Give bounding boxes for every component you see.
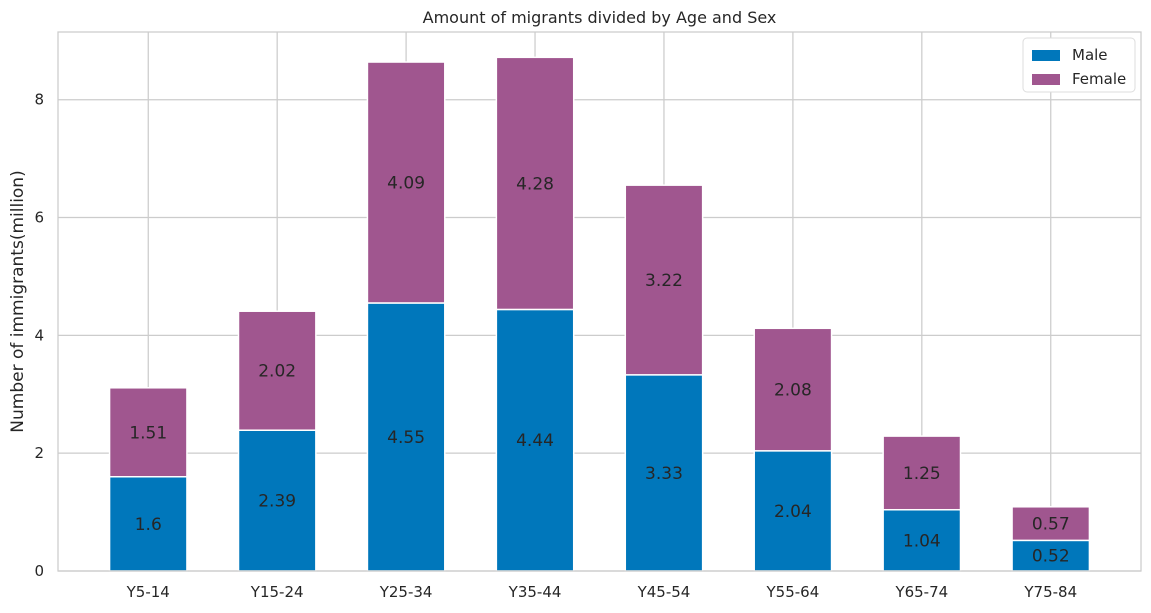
bar-label-female: 2.02 (258, 362, 296, 382)
bar-label-female: 4.28 (516, 174, 554, 194)
plot-frame (57, 31, 1142, 572)
bar-female (624, 184, 704, 376)
x-axis-ticks: Y5-14 Y15-24 Y25-34 Y35-44 Y45-54 Y55-64 Y65-7… (126, 583, 1077, 601)
bar-label-male: 2.39 (258, 492, 296, 512)
bars (108, 56, 1091, 572)
bar-label-male: 4.44 (516, 431, 554, 451)
y-axis-title: Number of immigrants(million) (8, 170, 28, 432)
legend: Male Female (1022, 37, 1136, 93)
bar-label-female: 2.08 (774, 381, 812, 401)
bar-label-female: 4.09 (387, 174, 425, 194)
bar-female (882, 435, 962, 511)
bar-female (108, 387, 188, 478)
bar-label-female: 3.22 (645, 271, 683, 291)
bar-male (624, 374, 704, 572)
x-tick-label: Y45-54 (637, 583, 691, 601)
bar-label-male: 1.6 (135, 515, 162, 535)
bar-label-male: 2.04 (774, 502, 812, 522)
chart-title: Amount of migrants divided by Age and Se… (423, 8, 777, 27)
x-tick-label: Y35-44 (508, 583, 562, 601)
x-tick-label: Y15-24 (250, 583, 304, 601)
y-axis-ticks: 0 2 4 6 8 (34, 91, 44, 580)
x-tick-label: Y5-14 (126, 583, 170, 601)
bar-male (882, 508, 962, 572)
y-tick-label: 4 (34, 326, 44, 344)
bar-label-female: 1.51 (129, 423, 167, 443)
legend-label-female: Female (1072, 70, 1126, 88)
bar-label-male: 3.33 (645, 464, 683, 484)
bar-female (1011, 506, 1091, 542)
bar-label-male: 1.04 (903, 531, 941, 551)
bar-label-male: 4.55 (387, 428, 425, 448)
legend-swatch-female (1032, 74, 1060, 85)
x-tick-label: Y75-84 (1023, 583, 1077, 601)
x-tick-label: Y65-74 (894, 583, 948, 601)
bar-female (366, 61, 446, 304)
y-tick-label: 0 (34, 562, 44, 580)
bar-male (108, 475, 188, 572)
bar-label-female: 1.25 (903, 464, 941, 484)
bar-female (495, 56, 575, 311)
bar-male (1011, 539, 1091, 572)
bar-label-female: 0.57 (1032, 515, 1070, 535)
y-tick-label: 6 (34, 209, 44, 227)
legend-swatch-male (1032, 50, 1060, 61)
y-tick-label: 8 (34, 91, 44, 109)
bar-label-male: 0.52 (1032, 547, 1070, 567)
y-tick-label: 2 (34, 444, 44, 462)
legend-label-male: Male (1072, 46, 1108, 64)
x-tick-label: Y25-34 (379, 583, 433, 601)
bar-female (237, 310, 317, 431)
bar-labels: 1.6 2.39 4.55 4.44 3.33 2.04 1.04 0.52 1.51 2.02 4… (129, 174, 1069, 567)
plot-background (58, 32, 1141, 571)
bar-female (753, 327, 833, 452)
bar-male (366, 302, 446, 572)
grid (58, 32, 1141, 572)
x-tick-label: Y55-64 (766, 583, 820, 601)
